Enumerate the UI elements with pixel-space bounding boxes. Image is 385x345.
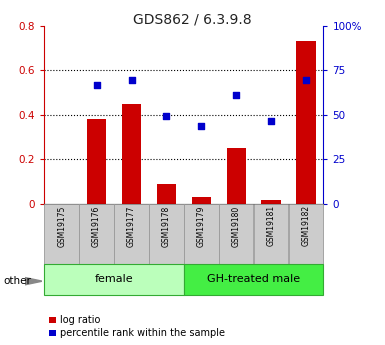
Bar: [289, 204, 323, 264]
Text: other: other: [4, 276, 32, 286]
Bar: [122, 104, 141, 204]
Text: GDS862 / 6.3.9.8: GDS862 / 6.3.9.8: [133, 12, 252, 26]
Bar: [44, 264, 184, 295]
Text: GSM19181: GSM19181: [266, 205, 276, 246]
Text: GSM19175: GSM19175: [57, 205, 66, 247]
Bar: [87, 119, 106, 204]
Point: [163, 114, 169, 119]
Text: GH-treated male: GH-treated male: [207, 275, 300, 284]
Bar: [192, 197, 211, 204]
Bar: [254, 204, 288, 264]
Text: female: female: [95, 275, 133, 284]
Bar: [184, 204, 219, 264]
Text: GSM19177: GSM19177: [127, 205, 136, 247]
Text: GSM19179: GSM19179: [197, 205, 206, 247]
Bar: [296, 41, 316, 204]
Text: GSM19178: GSM19178: [162, 205, 171, 247]
Polygon shape: [25, 277, 42, 285]
Text: GSM19182: GSM19182: [301, 205, 310, 246]
Point: [268, 118, 274, 124]
Point: [94, 83, 100, 88]
Legend: log ratio, percentile rank within the sample: log ratio, percentile rank within the sa…: [49, 315, 225, 338]
Bar: [157, 184, 176, 204]
Point: [198, 124, 204, 129]
Bar: [44, 204, 79, 264]
Text: GSM19176: GSM19176: [92, 205, 101, 247]
Text: GSM19180: GSM19180: [232, 205, 241, 247]
Point: [233, 92, 239, 98]
Bar: [227, 148, 246, 204]
Point: [129, 77, 135, 83]
Bar: [149, 204, 184, 264]
Bar: [114, 204, 149, 264]
Point: [303, 77, 309, 83]
Bar: [261, 200, 281, 204]
Bar: [184, 264, 323, 295]
Bar: [79, 204, 114, 264]
Bar: [219, 204, 253, 264]
